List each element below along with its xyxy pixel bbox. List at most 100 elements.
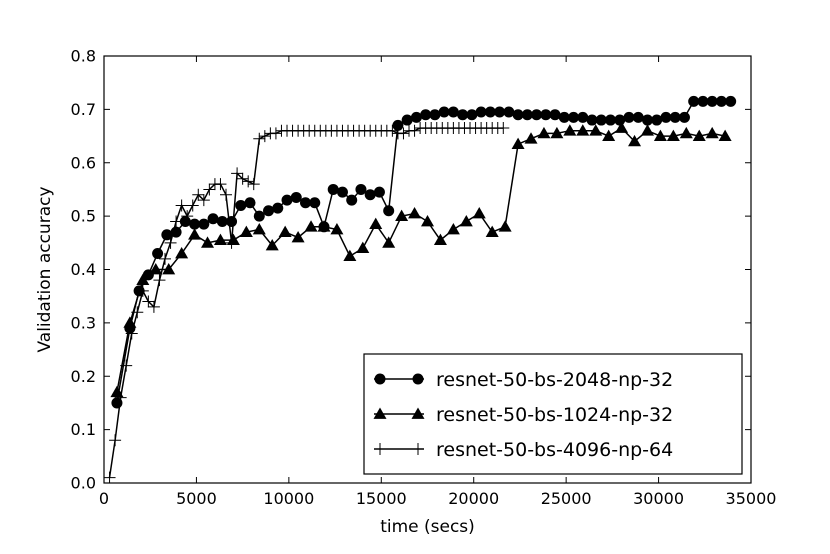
data-point (678, 111, 690, 123)
data-point (355, 183, 367, 195)
data-point (605, 114, 617, 126)
data-point (408, 124, 421, 137)
data-point (623, 111, 635, 123)
legend-marker (412, 373, 424, 385)
data-point (114, 391, 127, 404)
x-axis-label: time (secs) (380, 517, 475, 537)
data-point (142, 295, 155, 308)
data-point (382, 236, 396, 248)
data-point (239, 225, 253, 238)
data-point (197, 194, 210, 207)
y-tick-label: 0.1 (71, 420, 96, 439)
y-tick-label: 0.4 (71, 260, 96, 279)
data-point (484, 106, 496, 118)
data-point (278, 225, 292, 238)
data-point (252, 222, 266, 235)
data-point (576, 124, 590, 136)
data-point (466, 109, 478, 121)
legend-marker (373, 407, 387, 419)
data-point (120, 359, 133, 372)
data-point (198, 218, 210, 230)
data-point (718, 129, 732, 141)
data-point (161, 229, 173, 241)
data-point (170, 215, 183, 228)
data-point (457, 109, 469, 121)
data-point (420, 109, 432, 121)
data-point (269, 127, 282, 140)
data-point (595, 114, 607, 126)
data-point (136, 284, 149, 297)
data-point (447, 106, 459, 118)
data-point (253, 132, 266, 145)
data-point (147, 300, 160, 313)
data-point (356, 241, 370, 254)
data-point (397, 127, 410, 140)
data-point (242, 175, 255, 188)
data-point (472, 206, 486, 219)
data-point (235, 199, 247, 211)
data-point (531, 109, 543, 121)
data-point (336, 186, 348, 198)
data-point (291, 230, 305, 243)
data-point (446, 222, 460, 235)
data-point (408, 206, 422, 219)
data-point (705, 126, 719, 139)
data-point (512, 109, 524, 121)
data-point (410, 111, 422, 123)
data-point (214, 178, 227, 191)
data-point (641, 114, 653, 126)
axis-ticks: 0 5000 10000 15000 20000 25000 30000 35000 0.0 0.… (71, 47, 777, 509)
data-point (383, 205, 395, 217)
data-point (131, 306, 144, 319)
data-point (343, 249, 357, 262)
y-tick-label: 0.8 (71, 47, 96, 66)
data-point (498, 220, 512, 232)
y-tick-label: 0.7 (71, 100, 96, 119)
data-point (494, 106, 506, 118)
data-point (281, 194, 293, 206)
data-point (272, 202, 284, 214)
x-tick-label: 5000 (176, 489, 217, 508)
data-point (401, 114, 413, 126)
y-axis-label: Validation accuracy (35, 186, 55, 352)
y-tick-label: 0.3 (71, 313, 96, 332)
data-point (153, 274, 166, 287)
data-point (392, 119, 404, 131)
data-point (640, 124, 654, 136)
data-point (244, 197, 256, 209)
data-point (615, 121, 629, 133)
data-point (225, 236, 238, 249)
data-point (123, 316, 137, 328)
data-point (660, 111, 672, 123)
data-point (346, 194, 358, 206)
data-point (521, 109, 533, 121)
data-point (628, 134, 642, 147)
data-point (181, 210, 194, 223)
data-point (386, 124, 399, 137)
legend-marker (411, 407, 425, 419)
legend-box (363, 353, 743, 475)
data-point (162, 263, 176, 275)
data-point (136, 273, 150, 286)
data-point (149, 263, 163, 275)
data-point (614, 114, 626, 126)
data-point (459, 214, 473, 227)
data-point (290, 191, 302, 203)
data-point (725, 95, 737, 107)
data-point (537, 126, 551, 139)
data-point (104, 471, 116, 483)
y-tick-label: 0.5 (71, 207, 96, 226)
data-point (485, 225, 499, 238)
data-point (327, 183, 339, 195)
data-point (175, 246, 189, 259)
data-point (568, 111, 580, 123)
data-point (299, 197, 311, 209)
series-triangle (110, 121, 732, 398)
data-point (511, 137, 525, 149)
x-tick-label: 35000 (726, 489, 777, 508)
x-tick-label: 15000 (356, 489, 407, 508)
data-point (226, 215, 238, 227)
y-tick-label: 0.6 (71, 153, 96, 172)
data-point (253, 210, 265, 222)
